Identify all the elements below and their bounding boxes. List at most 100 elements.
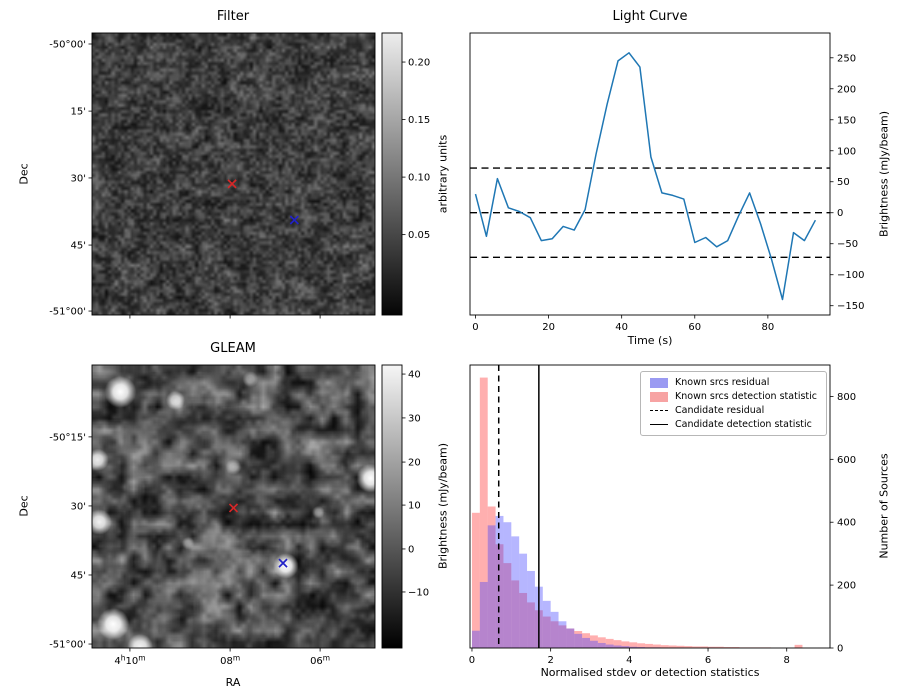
gleam-xtick-label: 08m [220, 654, 240, 668]
filter-colorbar [382, 33, 402, 315]
filter-colorbar-tick-label: 0.15 [408, 115, 430, 126]
hist-bar [542, 616, 551, 648]
filter-dec-axis-label: Dec [17, 163, 31, 185]
gleam-ytick-label: -50°15' [49, 432, 86, 443]
filter-colorbar-label: arbitrary units [436, 134, 450, 214]
hist-bar [723, 647, 732, 648]
gleam-colorbar-tick-label: 40 [408, 370, 421, 381]
gleam-ytick-label: 45' [71, 570, 86, 581]
gleam-xtick-label: 06m [310, 654, 330, 668]
gleam-xtick-label: 4h10m [114, 654, 145, 668]
hist-bar [613, 640, 622, 648]
hist-ytick-label: 0 [837, 644, 843, 655]
hist-bar [574, 633, 583, 648]
lc-xtick-label: 20 [542, 322, 555, 333]
gleam-ra-axis-label: RA [225, 676, 241, 689]
legend-blue-patch-swatch [650, 377, 668, 388]
hist-ytick-label: 200 [837, 581, 856, 592]
hist-bar [668, 645, 677, 648]
gleam-title: GLEAM [210, 341, 256, 356]
lc-ytick-label: −50 [837, 239, 858, 250]
filter-ytick-label: 30' [71, 173, 86, 184]
hist-bar [794, 644, 803, 648]
hist-bar [597, 637, 606, 648]
hist-bar [519, 553, 528, 648]
legend-item-candidate-detection: Candidate detection statistic [650, 419, 817, 430]
gleam-ytick-label: -51°00' [49, 640, 86, 651]
hist-bar [519, 592, 528, 648]
legend-item-known-residual: Known srcs residual [650, 377, 817, 388]
hist-ytick-label: 800 [837, 392, 856, 403]
hist-bar [645, 643, 653, 648]
hist-bar [684, 646, 693, 648]
filter-marker-candidate [227, 179, 237, 189]
gleam-colorbar-label: Brightness (mJy/beam) [436, 442, 450, 570]
hist-bar [503, 522, 512, 648]
hist-bar [471, 512, 480, 648]
hist-bar [621, 646, 630, 648]
legend-label-known-detection: Known srcs detection statistic [675, 391, 817, 402]
hist-bar [582, 637, 590, 648]
legend-item-known-detection: Known srcs detection statistic [650, 391, 817, 402]
hist-bar [621, 641, 630, 648]
light-curve-xlabel: Time (s) [627, 334, 673, 347]
legend-label-known-residual: Known srcs residual [675, 377, 770, 388]
hist-bar [558, 621, 567, 648]
legend-label-candidate-detection: Candidate detection statistic [675, 419, 812, 430]
light-curve-ylabel: Brightness (mJy/beam) [877, 110, 891, 238]
histogram-xlabel: Normalised stdev or detection statistics [540, 666, 760, 679]
hist-bar [527, 602, 535, 648]
hist-bar [605, 644, 614, 648]
gleam-colorbar [382, 365, 402, 648]
lc-xtick-label: 60 [688, 322, 701, 333]
hist-bar [660, 645, 669, 648]
histogram-frame [469, 364, 831, 649]
filter-colorbar-frame [381, 32, 403, 316]
filter-ytick-label: 15' [71, 107, 86, 118]
hist-bar [511, 580, 520, 648]
lc-ytick-label: 250 [837, 53, 856, 64]
histogram-legend: Known srcs residual Known srcs detection… [640, 371, 827, 436]
filter-colorbar-tick-label: 0.05 [408, 230, 430, 241]
lc-ytick-label: −150 [837, 301, 864, 312]
hist-bar [676, 645, 685, 648]
hist-bar [629, 646, 638, 648]
hist-bar [566, 628, 575, 648]
hist-bar [605, 638, 614, 648]
hist-bar [550, 621, 559, 648]
hist-bar [582, 633, 590, 648]
lc-ytick-label: 100 [837, 146, 856, 157]
hist-bar [487, 525, 496, 648]
light-curve-title: Light Curve [612, 9, 688, 24]
hist-bar [652, 644, 661, 648]
gleam-dec-axis-label: Dec [17, 495, 31, 517]
lc-ytick-label: 200 [837, 84, 856, 95]
legend-pink-patch-swatch [650, 391, 668, 402]
lc-ytick-label: 150 [837, 115, 856, 126]
hist-bar [597, 642, 606, 648]
hist-bar [566, 628, 575, 648]
gleam-colorbar-tick-label: 0 [408, 544, 414, 555]
filter-colorbar-tick-label: 0.20 [408, 58, 430, 69]
hist-bar [692, 646, 701, 648]
hist-bar [590, 635, 598, 648]
lc-ytick-label: 0 [837, 208, 843, 219]
hist-bar [511, 536, 520, 648]
hist-xtick-label: 6 [705, 655, 711, 666]
filter-ytick-label: -50°00' [49, 39, 86, 50]
filter-colorbar-tick-label: 0.10 [408, 173, 430, 184]
hist-bar [479, 377, 488, 648]
hist-bar [629, 642, 638, 648]
legend-item-candidate-residual: Candidate residual [650, 405, 817, 416]
filter-title: Filter [216, 9, 250, 24]
filter-marker-known-source [289, 215, 299, 225]
light-curve-line [474, 52, 817, 301]
gleam-colorbar-tick-label: 30 [408, 413, 421, 424]
hist-bar [715, 646, 724, 648]
gleam-marker-candidate [228, 503, 239, 513]
hist-bar [503, 563, 512, 648]
hist-bar [471, 630, 480, 648]
hist-xtick-label: 0 [469, 655, 475, 666]
light-curve-frame [469, 32, 831, 316]
hist-ytick-label: 600 [837, 455, 856, 466]
